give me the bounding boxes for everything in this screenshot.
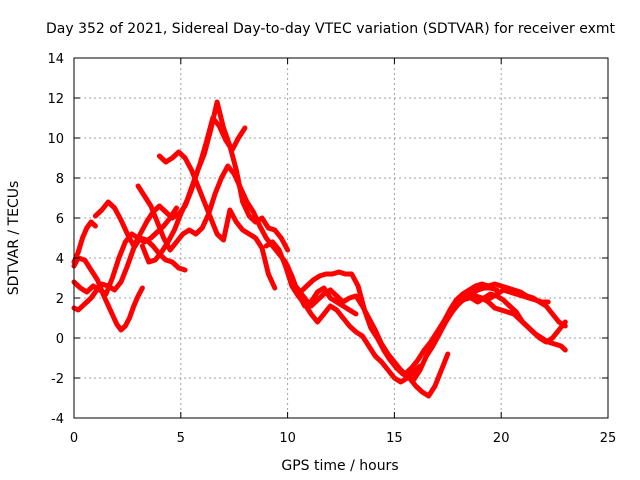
x-tick-label: 25: [600, 431, 617, 446]
series-track-i-markers: [265, 241, 421, 383]
x-axis-label: GPS time / hours: [281, 458, 398, 474]
series-track-d-markers: [73, 220, 96, 263]
y-tick-label: 6: [56, 212, 64, 227]
plot-frame: [73, 57, 609, 419]
y-tick-label: 10: [47, 132, 64, 147]
y-tick-label: 4: [56, 252, 64, 267]
x-tick-label: 20: [493, 431, 510, 446]
data-series: [71, 99, 568, 399]
y-tick-label: -4: [51, 412, 64, 427]
y-tick-label: -2: [51, 372, 64, 387]
chart-title: Day 352 of 2021, Sidereal Day-to-day VTE…: [46, 21, 616, 37]
series-track-h-markers: [141, 116, 246, 263]
series-track-o: [488, 287, 551, 305]
series-track-j-markers: [286, 265, 449, 398]
y-tick-label: 2: [56, 292, 64, 307]
x-tick-label: 15: [386, 431, 403, 446]
y-axis-ticks: -4 -2 0 2 4 6 8 10 12 14: [47, 52, 608, 427]
series-track-g: [156, 149, 278, 291]
series-track-j: [285, 263, 451, 399]
series-track-c-markers: [73, 257, 144, 332]
x-tick-label: 10: [279, 431, 296, 446]
series-track-b: [71, 235, 188, 313]
series-track-n-markers: [458, 293, 566, 351]
y-tick-label: 8: [56, 172, 64, 187]
x-axis-ticks: 0 5 10 15 20 25: [70, 58, 616, 446]
y-axis-label: SDTVAR / TECUs: [6, 181, 22, 296]
series-track-i: [263, 239, 423, 385]
y-tick-label: 14: [47, 52, 64, 67]
y-tick-label: 12: [47, 92, 64, 107]
x-tick-label: 5: [177, 431, 185, 446]
series-track-f-markers: [137, 164, 357, 315]
series-track-k-markers: [297, 287, 498, 382]
y-tick-label: 0: [56, 332, 64, 347]
x-tick-label: 0: [70, 431, 78, 446]
